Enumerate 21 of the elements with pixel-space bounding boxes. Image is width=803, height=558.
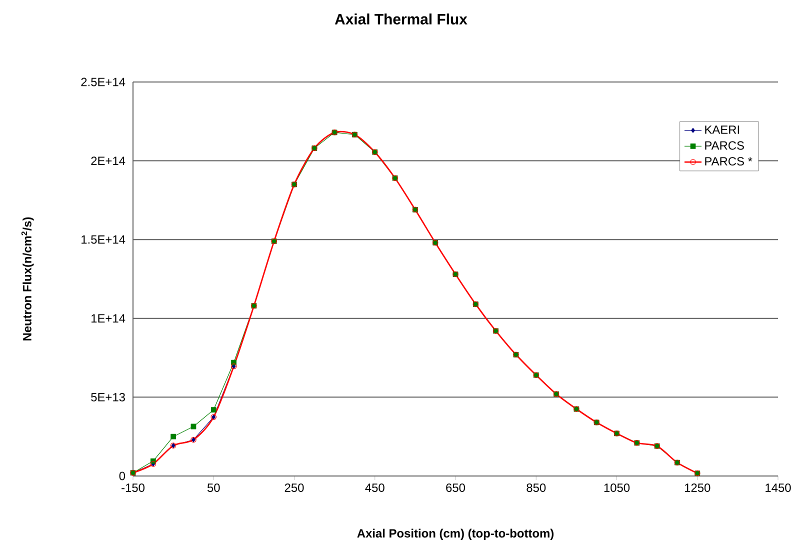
x-tick-label: 850: [526, 483, 546, 492]
y-tick-label: 5E+13: [91, 392, 125, 402]
legend-label: KAERI: [705, 126, 739, 134]
x-tick-label: 1050: [604, 483, 630, 492]
legend-label: PARCS: [705, 141, 744, 150]
y-tick-label: 0: [119, 472, 126, 480]
y-axis-title: Neutron Flux(n/cm$^{2}$/s): [21, 217, 34, 340]
x-tick-label: 1450: [766, 483, 791, 492]
x-tick-label: 450: [365, 483, 384, 492]
x-tick-label: 650: [446, 483, 466, 492]
y-tick-label: 2.5E+14: [81, 78, 126, 86]
x-tick-label: 250: [284, 483, 304, 492]
legend-label: PARCS *: [705, 157, 752, 166]
x-tick-label: -150: [122, 483, 145, 492]
y-tick-label: 1.5E+14: [82, 235, 126, 244]
y-tick-label: 1E+14: [92, 314, 126, 322]
x-axis-title: Axial Position (cm) (top-to-bottom): [357, 528, 554, 540]
x-tick-label: 1250: [684, 483, 710, 492]
chart-title: Axial Thermal Flux: [334, 14, 468, 24]
y-tick-label: 2E+14: [91, 156, 126, 165]
x-tick-label: 50: [207, 483, 220, 492]
